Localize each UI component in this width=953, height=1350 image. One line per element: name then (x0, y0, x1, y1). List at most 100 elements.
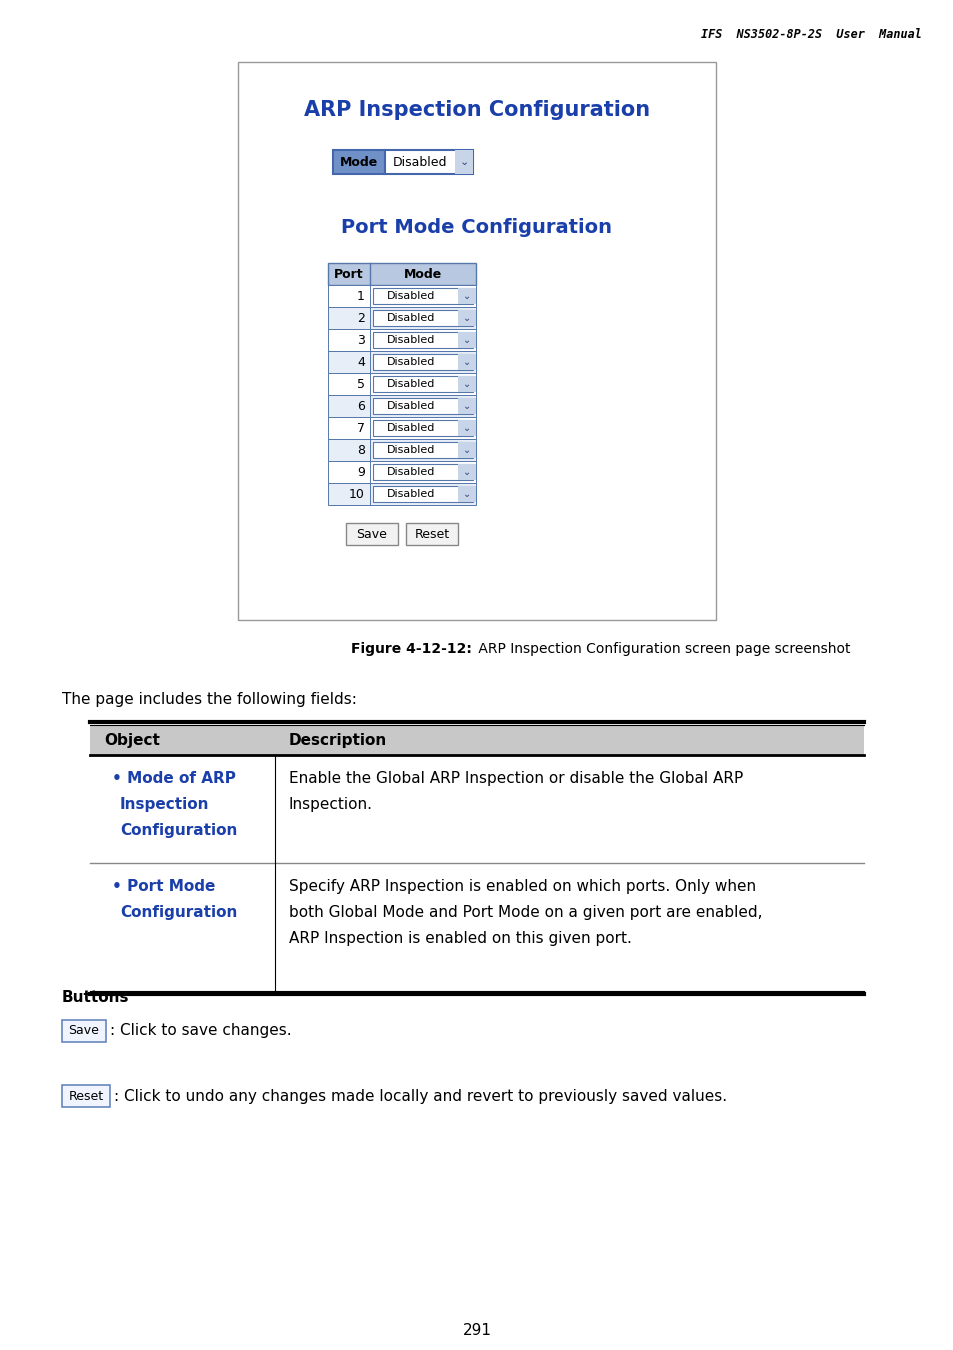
Text: Port Mode Configuration: Port Mode Configuration (341, 217, 612, 238)
Text: Reset: Reset (414, 528, 449, 540)
Text: 291: 291 (462, 1323, 491, 1338)
Text: IFS  NS3502-8P-2S  User  Manual: IFS NS3502-8P-2S User Manual (700, 28, 921, 40)
Text: Inspection: Inspection (120, 796, 210, 811)
Text: ⌄: ⌄ (462, 313, 471, 323)
Bar (457, 310, 476, 325)
Bar (328, 306, 476, 329)
Bar (373, 288, 473, 304)
Bar (457, 398, 476, 414)
Bar (328, 373, 476, 396)
Text: 6: 6 (356, 400, 365, 413)
Text: • Mode of ARP: • Mode of ARP (112, 771, 235, 786)
Text: ARP Inspection is enabled on this given port.: ARP Inspection is enabled on this given … (289, 931, 631, 946)
Bar (328, 263, 476, 285)
Bar (406, 522, 457, 545)
Bar (328, 285, 476, 306)
Text: • Port Mode: • Port Mode (112, 879, 215, 894)
Bar (328, 329, 476, 351)
Bar (328, 396, 476, 417)
Text: Save: Save (69, 1025, 99, 1038)
Text: : Click to save changes.: : Click to save changes. (110, 1023, 292, 1038)
Text: Description: Description (289, 733, 387, 748)
Bar (457, 288, 476, 304)
Text: Buttons: Buttons (62, 990, 130, 1004)
Text: Disabled: Disabled (386, 313, 435, 323)
Bar (346, 522, 397, 545)
Text: Disabled: Disabled (393, 155, 447, 169)
Text: ⌄: ⌄ (462, 356, 471, 367)
Bar (373, 332, 473, 348)
Bar (328, 417, 476, 439)
Text: 2: 2 (356, 312, 365, 324)
Text: ⌄: ⌄ (462, 489, 471, 500)
Bar (373, 310, 473, 325)
Bar (62, 1085, 110, 1107)
Text: Enable the Global ARP Inspection or disable the Global ARP: Enable the Global ARP Inspection or disa… (289, 771, 742, 786)
Text: Disabled: Disabled (386, 379, 435, 389)
Text: ⌄: ⌄ (462, 423, 471, 433)
Text: Inspection.: Inspection. (289, 796, 373, 811)
Bar (328, 483, 476, 505)
Bar (457, 486, 476, 502)
Text: ⌄: ⌄ (462, 379, 471, 389)
Text: Disabled: Disabled (386, 356, 435, 367)
Text: ⌄: ⌄ (462, 467, 471, 477)
Bar (457, 420, 476, 436)
Text: ⌄: ⌄ (462, 401, 471, 410)
Text: Specify ARP Inspection is enabled on which ports. Only when: Specify ARP Inspection is enabled on whi… (289, 879, 756, 894)
Bar (385, 150, 473, 174)
Text: : Click to undo any changes made locally and revert to previously saved values.: : Click to undo any changes made locally… (113, 1088, 726, 1103)
Text: Disabled: Disabled (386, 423, 435, 433)
Text: 5: 5 (356, 378, 365, 390)
Bar (373, 441, 473, 458)
Text: The page includes the following fields:: The page includes the following fields: (62, 693, 356, 707)
Text: both Global Mode and Port Mode on a given port are enabled,: both Global Mode and Port Mode on a give… (289, 904, 761, 919)
Text: Mode: Mode (403, 267, 441, 281)
Bar (237, 62, 716, 620)
Text: Disabled: Disabled (386, 446, 435, 455)
Bar (90, 725, 863, 755)
Text: 8: 8 (356, 444, 365, 456)
Bar (373, 486, 473, 502)
Bar (328, 351, 476, 373)
Text: Disabled: Disabled (386, 292, 435, 301)
Bar (457, 332, 476, 348)
Text: 10: 10 (349, 487, 365, 501)
Text: Configuration: Configuration (120, 904, 237, 919)
Text: 9: 9 (356, 466, 365, 478)
Bar (457, 441, 476, 458)
Text: 1: 1 (356, 289, 365, 302)
Bar (373, 398, 473, 414)
Text: Disabled: Disabled (386, 401, 435, 410)
Text: Disabled: Disabled (386, 467, 435, 477)
Text: Mode: Mode (339, 155, 377, 169)
Text: ⌄: ⌄ (458, 157, 468, 167)
Text: Configuration: Configuration (120, 824, 237, 838)
Bar (457, 464, 476, 481)
Text: 4: 4 (356, 355, 365, 369)
Text: ⌄: ⌄ (462, 292, 471, 301)
Bar (328, 460, 476, 483)
Text: Disabled: Disabled (386, 335, 435, 346)
Bar (328, 439, 476, 460)
Text: Object: Object (104, 733, 160, 748)
Bar (333, 150, 385, 174)
Text: Figure 4-12-12:: Figure 4-12-12: (351, 643, 472, 656)
Text: ARP Inspection Configuration screen page screenshot: ARP Inspection Configuration screen page… (474, 643, 850, 656)
Bar (373, 420, 473, 436)
Bar (457, 377, 476, 392)
Text: Port: Port (334, 267, 363, 281)
Text: 3: 3 (356, 333, 365, 347)
Text: Disabled: Disabled (386, 489, 435, 500)
Bar (373, 354, 473, 370)
Bar (373, 377, 473, 392)
Bar (455, 150, 473, 174)
Text: Save: Save (356, 528, 387, 540)
Text: ⌄: ⌄ (462, 446, 471, 455)
Text: Reset: Reset (69, 1089, 104, 1103)
Bar (62, 1021, 106, 1042)
Bar (457, 354, 476, 370)
Text: 7: 7 (356, 421, 365, 435)
Bar (373, 464, 473, 481)
Text: ARP Inspection Configuration: ARP Inspection Configuration (304, 100, 649, 120)
